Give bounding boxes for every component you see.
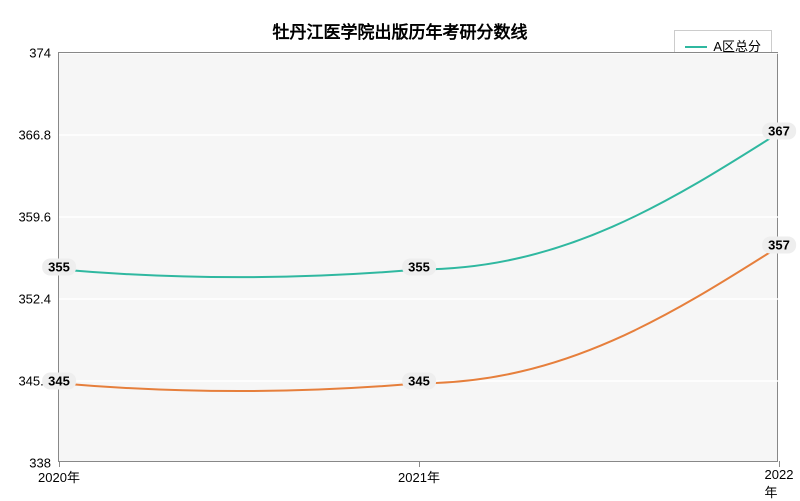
data-point-label: 355: [42, 259, 76, 276]
y-tick-label: 374: [29, 46, 59, 61]
data-point-label: 345: [402, 373, 436, 390]
data-point-label: 357: [762, 236, 796, 253]
x-tick-mark: [59, 461, 60, 467]
chart-container: 牡丹江医学院出版历年考研分数线 A区总分 B区总分 338345.2352.43…: [0, 0, 800, 500]
legend-swatch-icon: [685, 46, 707, 48]
x-tick-label: 2022年: [765, 461, 794, 501]
plot-area: 338345.2352.4359.6366.83742020年2021年2022…: [58, 52, 778, 462]
data-point-label: 345: [42, 373, 76, 390]
y-tick-label: 366.8: [18, 128, 59, 143]
data-point-label: 355: [402, 259, 436, 276]
chart-title: 牡丹江医学院出版历年考研分数线: [273, 18, 528, 43]
x-tick-mark: [419, 461, 420, 467]
data-point-label: 367: [762, 122, 796, 139]
x-tick-mark: [779, 461, 780, 467]
y-tick-label: 352.4: [18, 292, 59, 307]
y-tick-label: 359.6: [18, 210, 59, 225]
